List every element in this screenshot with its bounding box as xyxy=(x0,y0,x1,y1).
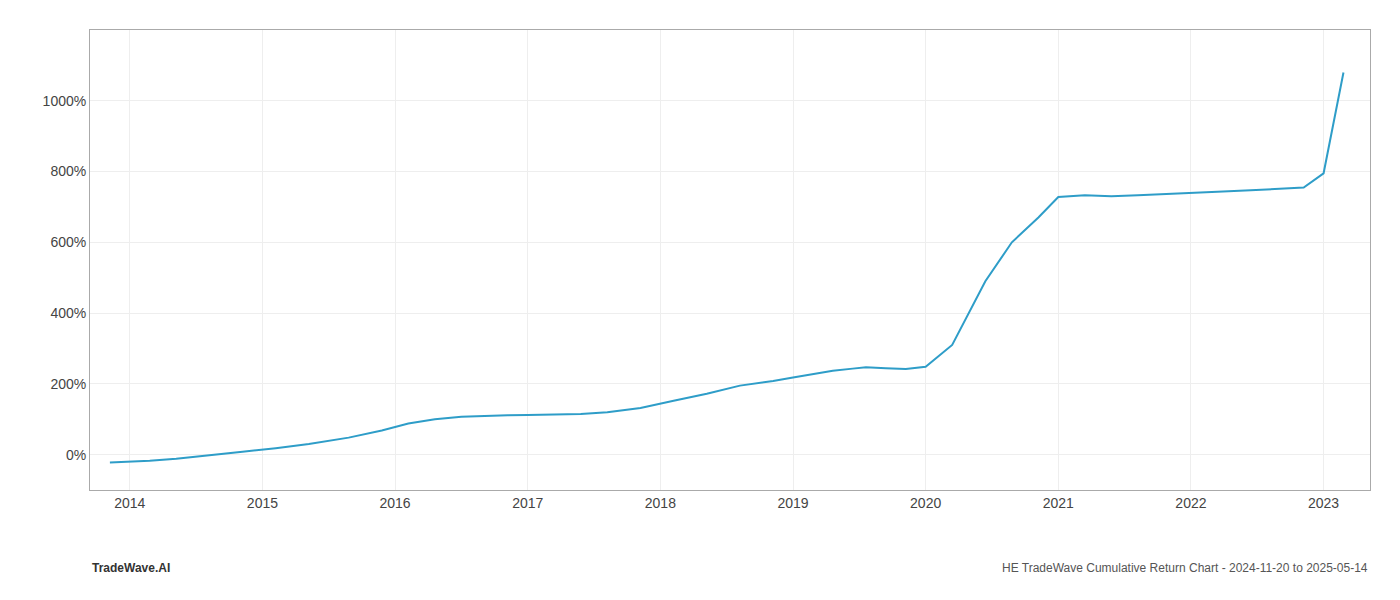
svg-text:2014: 2014 xyxy=(114,495,145,511)
svg-text:400%: 400% xyxy=(50,305,86,321)
svg-text:2017: 2017 xyxy=(512,495,543,511)
svg-text:2016: 2016 xyxy=(380,495,411,511)
svg-text:2015: 2015 xyxy=(247,495,278,511)
svg-text:1000%: 1000% xyxy=(43,93,87,109)
svg-text:2019: 2019 xyxy=(777,495,808,511)
svg-text:HE TradeWave Cumulative Return: HE TradeWave Cumulative Return Chart - 2… xyxy=(1002,561,1368,575)
svg-text:2021: 2021 xyxy=(1043,495,1074,511)
svg-text:TradeWave.AI: TradeWave.AI xyxy=(92,561,170,575)
svg-text:2020: 2020 xyxy=(910,495,941,511)
svg-text:800%: 800% xyxy=(50,163,86,179)
svg-text:2023: 2023 xyxy=(1308,495,1339,511)
svg-text:2018: 2018 xyxy=(645,495,676,511)
svg-text:600%: 600% xyxy=(50,234,86,250)
svg-text:2022: 2022 xyxy=(1175,495,1206,511)
svg-text:200%: 200% xyxy=(50,376,86,392)
svg-text:0%: 0% xyxy=(66,447,86,463)
